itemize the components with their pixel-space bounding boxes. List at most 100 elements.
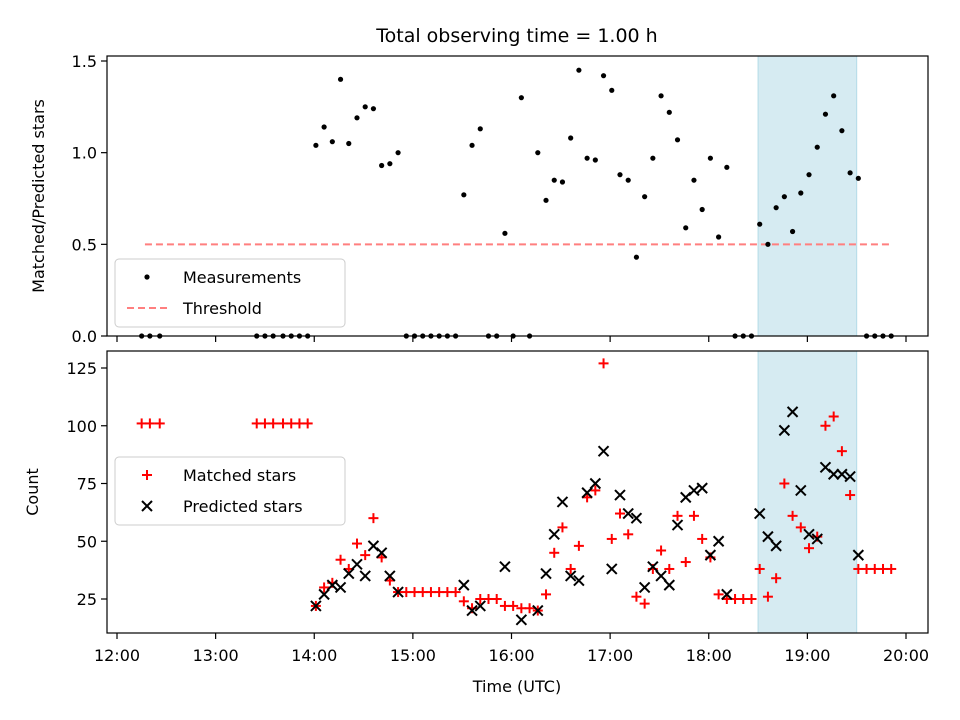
y-tick-label: 50: [77, 532, 97, 551]
predicted-star-point: [334, 581, 347, 594]
measurement-point: [600, 73, 607, 79]
predicted-star-point: [704, 549, 717, 561]
y-axis-label: Matched/Predicted stars: [29, 99, 48, 293]
predicted-star-point: [786, 406, 799, 418]
matched-star-point: [319, 582, 330, 593]
measurement-point: [658, 93, 664, 99]
measurement-point: [625, 177, 631, 183]
measurement-point: [139, 333, 145, 339]
measurement-point: [254, 333, 260, 339]
matched-star-point: [302, 418, 313, 429]
measurement-point: [707, 155, 713, 161]
matched-star-point: [623, 529, 634, 540]
predicted-star-point: [778, 424, 791, 437]
legend-label: Measurements: [183, 268, 301, 287]
predicted-star-point: [556, 496, 569, 508]
matched-star-point: [450, 587, 461, 598]
measurement-point: [477, 126, 483, 132]
measurement-point: [584, 155, 590, 161]
legend: Matched stars Predicted stars: [114, 456, 346, 526]
predicted-star-point: [581, 487, 593, 499]
highlight-span: [757, 350, 858, 634]
measurement-point: [847, 170, 853, 176]
x-axis-label: Time (UTC): [472, 677, 561, 696]
bottom-panel: 25 50 75 100 125 12:00 13:00 14:00 15:00 16:00 17:…: [23, 350, 929, 696]
measurement-point: [411, 333, 418, 339]
predicted-star-point: [630, 512, 643, 524]
measurement-point: [732, 333, 738, 339]
x-tick-label: 17:00: [587, 646, 633, 665]
matched-star-point: [606, 533, 617, 544]
predicted-star-point: [852, 549, 865, 561]
measurement-point: [617, 172, 623, 178]
matched-star-point: [144, 418, 155, 429]
predicted-star-point: [351, 558, 363, 571]
predicted-star-point: [762, 530, 774, 543]
matched-star-point: [656, 545, 667, 556]
measurement-point: [839, 128, 845, 134]
measurement-point: [757, 221, 763, 227]
measurement-point: [305, 333, 311, 339]
predicted-star-point: [655, 570, 667, 582]
measurement-point: [526, 333, 533, 339]
matched-star-point: [697, 533, 708, 544]
measurement-point: [814, 144, 820, 150]
matched-star-point: [458, 596, 469, 607]
predicted-star-point: [671, 519, 684, 531]
matched-star-point: [557, 522, 568, 533]
matched-star-point: [154, 418, 165, 429]
measurement-point: [370, 106, 377, 112]
measurement-point: [280, 333, 286, 339]
measurement-point: [798, 190, 804, 196]
matched-star-point: [845, 490, 856, 501]
predicted-star-point: [770, 540, 782, 552]
matched-star-point: [746, 594, 757, 604]
predicted-star-point: [466, 604, 478, 617]
x-tick-label: 18:00: [686, 646, 732, 665]
matched-star-point: [614, 508, 625, 519]
predicted-star-point: [803, 528, 815, 541]
matched-star-point: [828, 411, 839, 422]
predicted-star-point: [638, 581, 651, 594]
y-tick-label: 100: [66, 417, 97, 436]
measurement-point: [395, 150, 401, 156]
matched-star-point: [672, 510, 683, 521]
measurement-point: [691, 177, 697, 183]
predicted-star-point: [836, 468, 848, 480]
measurement-point: [510, 333, 516, 339]
measurement-point: [362, 104, 368, 110]
measurement-point: [420, 333, 426, 339]
measurement-point: [270, 333, 276, 339]
y-axis-label: Count: [23, 468, 42, 516]
predicted-star-point: [606, 563, 618, 575]
predicted-star-point: [392, 586, 404, 598]
predicted-star-point: [721, 588, 733, 601]
matched-star-point: [639, 598, 650, 609]
measurement-point: [147, 333, 153, 339]
x-tick-label: 14:00: [291, 646, 337, 665]
predicted-star-point: [515, 614, 528, 626]
measurement-point: [543, 197, 549, 203]
predicted-star-point: [573, 574, 585, 587]
matched-star-point: [351, 538, 362, 549]
measurement-point: [321, 124, 327, 130]
chart-title: Total observing time = 1.00 h: [375, 25, 657, 47]
matched-star-point: [754, 563, 765, 574]
predicted-star-point: [310, 600, 322, 612]
measurement-point: [296, 333, 303, 339]
y-tick-label: 75: [77, 475, 97, 494]
predicted-star-point: [375, 547, 388, 559]
x-tick-label: 19:00: [784, 646, 830, 665]
matched-star-point: [360, 550, 371, 561]
measurement-point: [716, 234, 722, 240]
matched-star-point: [820, 420, 831, 431]
axes-frame: [106, 350, 929, 634]
predicted-star-point: [811, 533, 823, 545]
measurement-point: [773, 205, 779, 211]
x-tick-label: 12:00: [94, 646, 140, 665]
measurement-point: [806, 172, 812, 178]
measurement-point: [354, 115, 360, 121]
y-tick-label: 0.5: [72, 235, 97, 254]
legend-label: Matched stars: [183, 466, 296, 485]
